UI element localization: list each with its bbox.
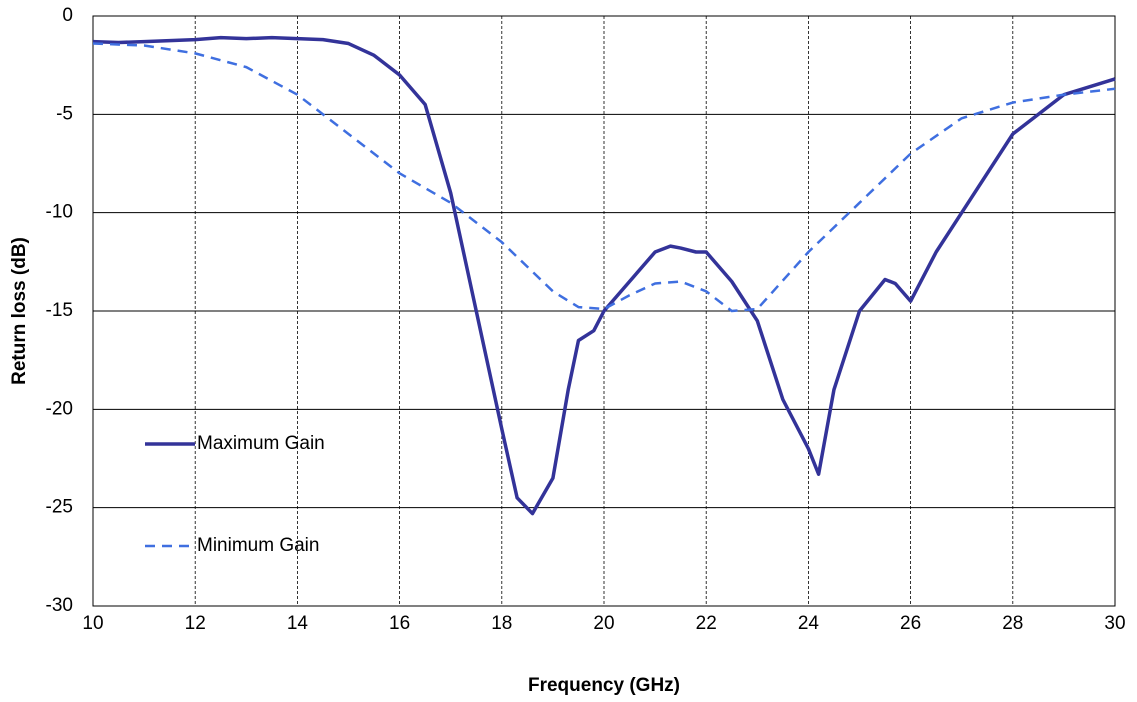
y-tick-label: -25: [46, 497, 73, 518]
y-axis-title: Return loss (dB): [9, 237, 30, 385]
x-tick-label: 26: [900, 613, 921, 634]
x-tick-label: 28: [1002, 613, 1023, 634]
x-tick-label: 16: [389, 613, 410, 634]
y-tick-label: -10: [46, 202, 73, 223]
x-tick-label: 30: [1104, 613, 1125, 634]
x-tick-label: 12: [185, 613, 206, 634]
y-tick-label: -20: [46, 398, 73, 419]
legend-label: Maximum Gain: [197, 433, 325, 454]
x-tick-label: 10: [82, 613, 103, 634]
x-axis-title: Frequency (GHz): [528, 675, 680, 696]
y-tick-label: -15: [46, 300, 73, 321]
plot-border: [92, 15, 1116, 607]
series-line: [92, 35, 1116, 516]
legend-label: Minimum Gain: [197, 535, 319, 556]
x-tick-label: 24: [798, 613, 820, 634]
series-line: [92, 42, 1116, 313]
x-tick-label: 14: [287, 613, 309, 634]
y-tick-label: 0: [62, 5, 73, 26]
x-tick-label: 20: [593, 613, 614, 634]
x-tick-label: 22: [696, 613, 717, 634]
y-tick-label: -30: [46, 595, 73, 616]
y-tick-label: -5: [56, 103, 73, 124]
x-tick-label: 18: [491, 613, 512, 634]
